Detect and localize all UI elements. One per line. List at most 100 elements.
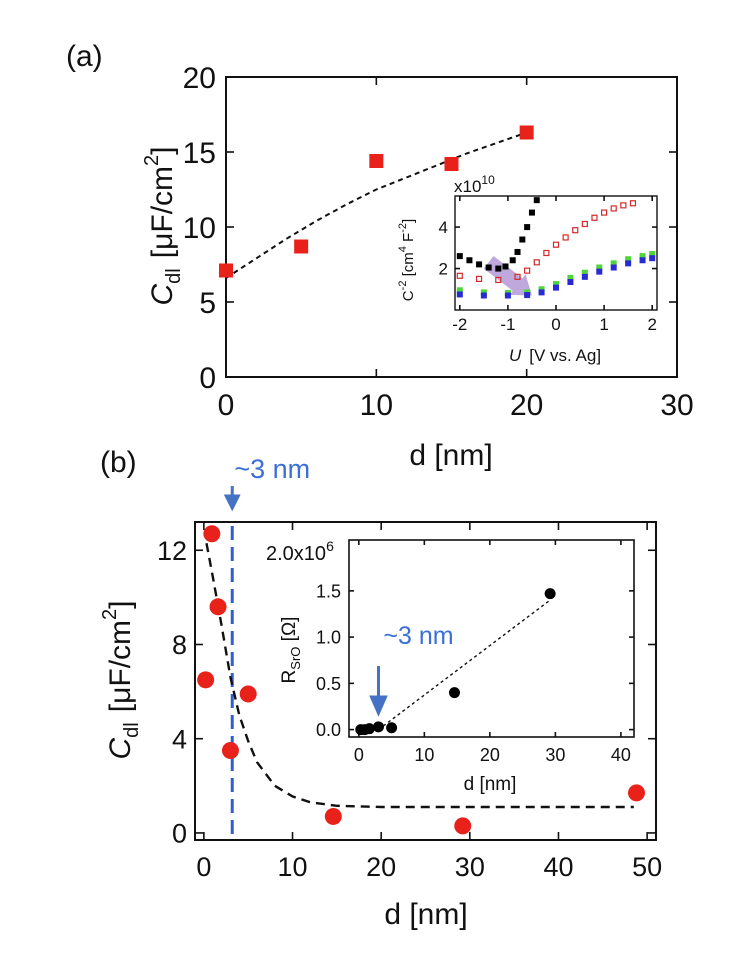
x-tick-label: 0 [218, 389, 235, 422]
x-tick-label: 10 [360, 389, 393, 422]
chart-b-inset-xlabel: d [nm] [464, 774, 517, 795]
chart-b-points [197, 525, 645, 835]
inset-point-black [528, 209, 535, 216]
x-tick-label: 1 [599, 315, 608, 334]
chart-a-inset-ylabel-2: [cm [400, 252, 417, 280]
chart-a-inset-xlabel: U [V vs. Ag] [509, 346, 601, 365]
x-tick-label: -2 [452, 315, 467, 334]
data-point-circle [239, 685, 257, 703]
chart-a-inset-ylabel-0: C [400, 290, 417, 301]
chart-b-inset-ytop-label: 2.0x106 [266, 538, 334, 565]
panel-label-b: (b) [100, 446, 137, 479]
inset-point-red [572, 227, 579, 234]
inset-point-red [514, 273, 521, 280]
y-tick-label: 20 [183, 62, 216, 95]
inset-point-green [553, 281, 559, 288]
chart-b-ylabel: Cdl [μF/cm2] [99, 601, 143, 760]
y-tick-label: 4 [172, 724, 187, 754]
chart-a-points [219, 125, 534, 278]
inset-point-black [519, 236, 526, 243]
chart-a-ylabel-unit: [μF/cm [146, 166, 179, 258]
chart-b-ylabel-unit: [μF/cm [104, 620, 137, 712]
inset-point-blue [567, 279, 574, 286]
y-tick-label: 1.0 [316, 628, 341, 648]
y-tick-label: 15 [183, 137, 216, 170]
y-tick-label: 4 [439, 218, 448, 237]
inset-point-green [639, 253, 646, 260]
chart-a-inset-frame [454, 195, 658, 311]
inset-point-red [620, 202, 627, 209]
chart-b-inset-ytop-base: 2.0x10 [266, 543, 326, 565]
inset-point-green [596, 264, 603, 271]
inset-point-blue [538, 289, 545, 296]
inset-point-red [610, 205, 617, 212]
y-tick-label: 8 [172, 630, 187, 660]
data-point-circle [209, 598, 227, 616]
chart-a-inset-ylabel-5: -2 [397, 223, 409, 233]
chart-a-inset-xlabel-rest: [V vs. Ag] [529, 346, 601, 365]
chart-b-inset-ticks [349, 540, 634, 737]
data-point-square [294, 239, 309, 254]
inset-data-point [386, 722, 398, 734]
inset-point-green [567, 274, 574, 281]
chart-b-xlabel: d [nm] [384, 898, 467, 931]
inset-point-blue [649, 255, 656, 262]
y-tick-label: 2 [439, 260, 448, 279]
inset-point-green [456, 287, 463, 294]
inset-point-red [552, 241, 560, 248]
x-tick-label: 10 [414, 745, 434, 765]
inset-point-red [581, 220, 588, 228]
x-tick-label: 30 [545, 745, 565, 765]
panel-label-a: (a) [66, 40, 103, 73]
inset-point-red [591, 214, 598, 221]
x-tick-label: 0 [354, 745, 364, 765]
y-tick-label: 0 [172, 819, 187, 849]
chart-b-ylabel-end: ] [104, 601, 137, 609]
chart-b-ylabel-sup: 2 [99, 609, 121, 620]
inset-point-black [533, 197, 540, 204]
inset-point-black [485, 264, 492, 271]
inset-point-red [495, 276, 502, 284]
x-tick-label: 30 [660, 389, 693, 422]
inset-point-black [466, 257, 473, 264]
inset-point-red [456, 272, 463, 279]
y-tick-label: 5 [199, 287, 216, 320]
chart-a-xlabel: d [nm] [409, 439, 492, 472]
chart-b-inset-ylabel-sub: SrO [288, 647, 303, 670]
chart-b-frame [194, 521, 657, 841]
inset-point-black [476, 261, 483, 268]
chart-a-inset-multiplier: x1010 [454, 173, 495, 196]
x-tick-label: 20 [366, 852, 396, 882]
inset-point-black [456, 253, 463, 260]
data-point-square [519, 125, 534, 140]
chart-b-ylabel-main: C [104, 738, 137, 760]
chart-b-ylabel-sub: dl [121, 722, 143, 738]
inset-point-green [581, 269, 588, 276]
chart-a-inset-ylabel-4: F [400, 233, 417, 246]
chart-b-fit-curve [205, 542, 634, 809]
inset-point-blue [596, 268, 603, 275]
chart-b-inset-ylabel-unit: [Ω] [279, 617, 300, 647]
x-tick-label: 40 [611, 745, 631, 765]
inset-point-red [533, 259, 540, 266]
inset-point-black [524, 224, 531, 231]
chart-a-inset-tick-labels: -2 -1 0 1 2 2 4 [439, 218, 657, 334]
y-tick-label: 0.0 [316, 720, 341, 740]
chart-a-inset-multiplier-base: x10 [454, 177, 481, 196]
chart-a-inset-ylabel-1: -2 [397, 281, 409, 291]
inset-point-blue [639, 257, 646, 264]
inset-point-blue [456, 291, 463, 298]
x-tick-label: 20 [480, 745, 500, 765]
chart-a-inset-xlabel-main: U [509, 346, 522, 365]
chart-a-ylabel-sup: 2 [141, 155, 163, 166]
chart-a-ylabel-end: ] [146, 147, 179, 155]
chart-b-annotation: ~3 nm [234, 454, 310, 484]
y-tick-label: 0 [199, 362, 216, 395]
chart-b-tick-labels: 0 10 20 30 40 50 0 4 8 12 [157, 536, 662, 882]
chart-a-inset-ylabel-3: 4 [397, 246, 409, 252]
inset-point-blue [504, 292, 511, 299]
chart-b-inset-ytop-exp: 6 [326, 538, 334, 554]
chart-a-inset-multiplier-exp: 10 [481, 173, 495, 187]
